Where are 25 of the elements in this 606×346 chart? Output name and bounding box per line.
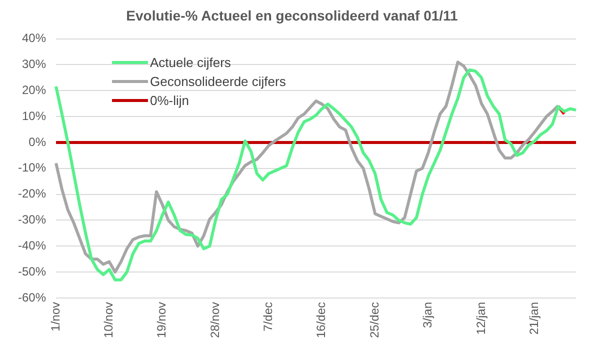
x-tick-label: 7/dec <box>261 302 276 332</box>
x-tick-label: 12/jan <box>474 302 488 335</box>
y-tick-label: 10% <box>22 108 46 123</box>
legend-label: Actuele cijfers <box>150 55 231 70</box>
x-tick-label: 1/nov <box>48 302 62 332</box>
x-tick-label: 28/nov <box>208 302 222 338</box>
legend-label: 0%-lijn <box>150 93 190 108</box>
y-tick-label: 30% <box>22 57 46 72</box>
x-tick-label: 21/jan <box>526 302 541 335</box>
legend-label: Geconsolideerde cijfers <box>150 74 286 89</box>
y-tick-label: 20% <box>22 82 46 97</box>
y-tick-label: 40% <box>22 31 46 46</box>
y-tick-label: -50% <box>18 264 46 278</box>
x-tick-label: 19/nov <box>154 302 169 338</box>
y-tick-label: 0% <box>28 134 46 149</box>
chart-title: Evolutie-% Actueel en geconsolideerd vanaf 01/11 <box>126 7 458 24</box>
y-tick-label: -30% <box>18 212 46 227</box>
y-tick-label: -60% <box>18 290 46 304</box>
x-tick-label: 16/dec <box>314 302 328 338</box>
y-tick-label: -20% <box>18 186 46 201</box>
x-tick-label: 25/dec <box>367 302 382 338</box>
y-tick-label: -10% <box>18 160 46 175</box>
y-tick-label: -40% <box>18 238 46 252</box>
x-tick-label: 10/nov <box>102 302 116 338</box>
x-tick-label: 3/jan <box>420 302 435 328</box>
